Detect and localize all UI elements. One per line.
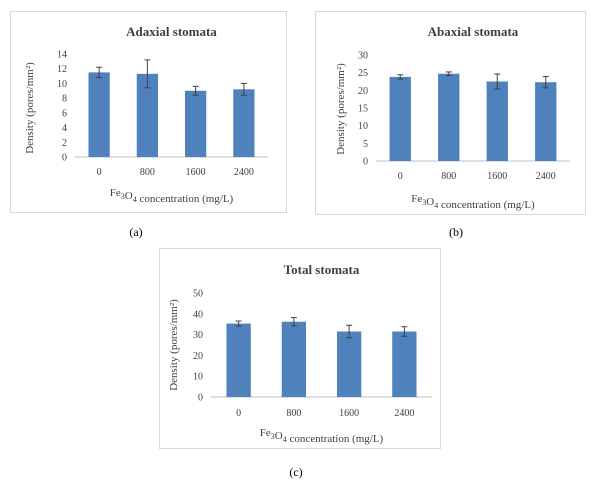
x-tick-label-abaxial-0: 0: [398, 171, 403, 182]
y-tick-label-total-0: 0: [198, 393, 203, 404]
y-tick-label-abaxial-6: 30: [358, 51, 368, 62]
x-tick-label-adaxial-1: 800: [140, 167, 155, 178]
bar-abaxial-3: [535, 82, 557, 161]
y-tick-label-abaxial-5: 25: [358, 68, 368, 79]
y-tick-label-adaxial-5: 10: [57, 79, 67, 90]
x-tick-label-adaxial-2: 1600: [186, 167, 206, 178]
x-tick-label-adaxial-3: 2400: [234, 167, 254, 178]
y-tick-label-abaxial-3: 15: [358, 104, 368, 115]
y-tick-label-adaxial-0: 0: [62, 153, 67, 164]
chart-svg-total: Total stomata 0 10 20 30 40 50 0 800 1600 2400 Fe3O…: [168, 262, 432, 445]
y-tick-label-adaxial-4: 8: [62, 94, 67, 105]
y-tick-label-abaxial-1: 5: [363, 139, 368, 150]
y-tick-label-total-2: 20: [193, 351, 203, 362]
x-tick-label-adaxial-0: 0: [97, 167, 102, 178]
x-tick-label-abaxial-1: 800: [441, 171, 456, 182]
y-tick-label-abaxial-0: 0: [363, 157, 368, 168]
x-axis-label-total: Fe3O4 concentration (mg/L): [260, 427, 384, 445]
caption-a: (a): [129, 225, 143, 239]
y-tick-label-adaxial-6: 12: [57, 64, 67, 75]
x-axis-label-adaxial: Fe3O4 concentration (mg/L): [110, 187, 234, 205]
chart-svg-adaxial: Adaxial stomata 0 2 4 6 8 10 12 14 0 800 1600 2400Fe…: [24, 24, 268, 205]
x-tick-label-total-1: 800: [286, 408, 301, 419]
bar-adaxial-0: [88, 72, 110, 157]
bar-abaxial-2: [486, 81, 508, 161]
y-tick-label-adaxial-7: 14: [57, 50, 67, 61]
y-axis-label-adaxial: Density (pores/mm²): [24, 62, 36, 154]
x-axis-label-abaxial: Fe3O4 concentration (mg/L): [411, 193, 535, 211]
bar-abaxial-0: [389, 76, 411, 161]
bar-total-2: [336, 331, 362, 397]
caption-c: (c): [289, 465, 303, 479]
y-tick-label-total-1: 10: [193, 372, 203, 383]
y-tick-label-abaxial-4: 20: [358, 86, 368, 97]
caption-b: (b): [449, 225, 463, 239]
y-tick-label-adaxial-2: 4: [62, 123, 67, 134]
y-tick-label-total-5: 50: [193, 289, 203, 300]
y-tick-label-total-4: 40: [193, 309, 203, 320]
chart-title-abaxial: Abaxial stomata: [428, 24, 519, 39]
chart-title-adaxial: Adaxial stomata: [126, 24, 217, 39]
chart-panel-abaxial: Abaxial stomata 0 5 10 15 20 25 30 0 800 1600 2400 F…: [315, 11, 586, 215]
bar-adaxial-3: [233, 89, 255, 157]
y-axis-label-total: Density (pores/mm²): [168, 299, 180, 391]
x-tick-label-abaxial-3: 2400: [536, 171, 556, 182]
x-tick-label-total-3: 2400: [394, 408, 414, 419]
y-tick-label-adaxial-3: 6: [62, 108, 67, 119]
bar-total-0: [226, 323, 251, 397]
chart-panel-total: Total stomata 0 10 20 30 40 50 0 800 1600 2400 Fe3O…: [159, 248, 441, 449]
chart-svg-abaxial: Abaxial stomata 0 5 10 15 20 25 30 0 800 1600 2400F…: [335, 24, 570, 211]
bar-adaxial-1: [136, 73, 158, 157]
y-tick-label-adaxial-1: 2: [62, 138, 67, 149]
x-tick-label-total-0: 0: [236, 408, 241, 419]
bar-adaxial-2: [185, 90, 207, 157]
x-tick-label-total-2: 1600: [339, 408, 359, 419]
bar-abaxial-1: [438, 73, 460, 161]
y-tick-label-abaxial-2: 10: [358, 121, 368, 132]
bar-total-3: [392, 331, 417, 397]
x-tick-label-abaxial-2: 1600: [487, 171, 507, 182]
y-axis-label-abaxial: Density (pores/mm²): [335, 63, 347, 155]
y-tick-label-total-3: 30: [193, 330, 203, 341]
chart-panel-adaxial: Adaxial stomata 0 2 4 6 8 10 12 14 0 800 1600 2400 Fe…: [10, 11, 287, 213]
chart-title-total: Total stomata: [284, 262, 360, 277]
bar-total-1: [281, 321, 307, 397]
